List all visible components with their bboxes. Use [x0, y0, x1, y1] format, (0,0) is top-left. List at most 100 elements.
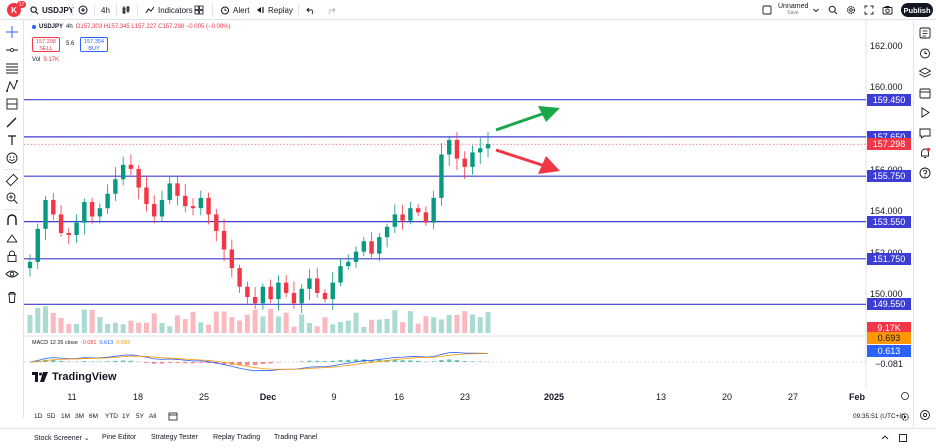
auto-scale-icon[interactable] [900, 391, 910, 401]
lock-icon[interactable] [5, 249, 19, 263]
range-button[interactable]: YTD [105, 413, 118, 420]
maximize-panel-icon[interactable] [898, 433, 908, 443]
undo-button[interactable] [306, 3, 316, 17]
widget-bar [913, 20, 936, 428]
redo-button[interactable] [326, 3, 336, 17]
macd-label: MACD 12 26 close [32, 340, 78, 346]
macd-histogram-bar [144, 362, 149, 363]
range-button[interactable]: 3M [75, 413, 85, 420]
trend-line-icon[interactable] [5, 43, 19, 57]
layers-icon[interactable] [918, 66, 932, 80]
chart-type-button[interactable] [121, 3, 131, 17]
down-arrow-head [538, 156, 560, 174]
macd-histogram-bar [462, 361, 467, 362]
candle-body [58, 214, 64, 233]
ideas-icon[interactable] [918, 106, 932, 120]
candle-body [89, 202, 95, 217]
volume-bar [237, 320, 243, 333]
publish-button[interactable]: Publish [901, 3, 933, 17]
volume-bar [415, 323, 421, 333]
volume-bar [454, 314, 460, 333]
fullscreen-button[interactable] [864, 3, 874, 17]
quick-search-button[interactable] [828, 3, 838, 17]
bottom-tab[interactable]: Stock Screener ⌄ [34, 435, 90, 442]
settings-button[interactable] [846, 3, 856, 17]
magnet-icon[interactable] [5, 213, 19, 227]
eye-icon[interactable] [5, 267, 19, 281]
range-button[interactable]: All [149, 413, 157, 420]
alert-button[interactable]: Alert [220, 3, 249, 17]
macd-histogram-bar [470, 361, 475, 362]
replay-button[interactable]: Replay [255, 3, 293, 17]
candle-body [167, 183, 172, 200]
range-button[interactable]: 1M [61, 413, 71, 420]
layout-menu-button[interactable] [762, 3, 772, 17]
symbol-search-button[interactable]: USDJPY [30, 3, 74, 17]
price-tick: 154.000 [870, 206, 903, 217]
watchlist-icon[interactable] [918, 26, 932, 40]
alerts-clock-icon[interactable] [918, 46, 932, 60]
candle-body [128, 164, 134, 169]
layout-dropdown[interactable] [812, 3, 820, 17]
volume-bar [128, 320, 134, 333]
pattern-icon[interactable] [5, 79, 19, 93]
goto-date-icon[interactable] [168, 411, 178, 421]
interval-button[interactable]: 4h [101, 3, 110, 17]
panel-settings-icon[interactable] [918, 408, 932, 422]
minimize-panel-icon[interactable] [880, 433, 890, 443]
text-icon[interactable] [5, 133, 19, 147]
volume-badge: 9.17K [867, 322, 911, 334]
volume-bar [314, 326, 320, 333]
trash-icon[interactable] [5, 290, 19, 304]
snapshot-button[interactable] [882, 3, 893, 17]
prediction-icon[interactable] [5, 97, 19, 111]
help-icon[interactable] [918, 166, 932, 180]
compare-button[interactable] [78, 3, 88, 17]
fib-icon[interactable] [5, 61, 19, 75]
indicators-button[interactable]: Indicators [145, 3, 193, 17]
volume-bar [43, 306, 49, 333]
crosshair-icon[interactable] [5, 25, 19, 39]
range-button[interactable]: 5Y [136, 413, 144, 420]
range-button[interactable]: 1Y [122, 413, 130, 420]
range-button[interactable]: 5D [47, 413, 56, 420]
chat-icon[interactable] [918, 126, 932, 140]
range-button[interactable]: 6M [89, 413, 99, 420]
time-tick: 11 [67, 392, 77, 402]
chart-properties-icon[interactable] [900, 412, 910, 422]
volume-bar [376, 319, 382, 333]
ohlc-legend: USDJPY 4h O157.303 H157.345 L157.227 C15… [32, 24, 231, 30]
stay-drawing-icon[interactable] [5, 231, 19, 245]
level-price-label: 159.450 [867, 93, 911, 106]
bottom-tab[interactable]: Strategy Tester [151, 434, 198, 441]
zoom-in-icon[interactable] [5, 191, 19, 205]
clock[interactable]: 09:35:51 (UTC+8) [853, 413, 906, 420]
calendar-icon[interactable] [918, 86, 932, 100]
plus-circle-icon [78, 5, 88, 15]
range-button[interactable]: 1D [34, 413, 43, 420]
layouts-button[interactable] [194, 3, 204, 17]
macd-histogram-bar [113, 360, 118, 362]
bottom-tab[interactable]: Pine Editor [102, 434, 137, 441]
volume-bar [97, 317, 103, 333]
volume-bar [431, 317, 437, 333]
bottom-tab[interactable]: Trading Panel [274, 434, 318, 441]
candle-body [439, 154, 444, 198]
ruler-icon[interactable] [5, 173, 19, 187]
macd-histogram-bar [322, 361, 328, 362]
time-tick: 16 [393, 392, 405, 402]
layout-name[interactable]: Unnamed Save [778, 3, 808, 16]
macd-histogram-bar [299, 361, 304, 362]
notifications-icon[interactable] [918, 146, 932, 160]
macd-histogram-bar [152, 362, 157, 364]
volume-bar [182, 319, 188, 333]
volume-bar [50, 312, 56, 333]
bottom-tab[interactable]: Replay Trading [213, 434, 261, 441]
chevron-down-icon: ⌄ [81, 435, 90, 442]
brush-icon[interactable] [5, 115, 19, 129]
buy-button[interactable]: 157.354 BUY [80, 37, 108, 52]
candle-body [206, 197, 211, 215]
sell-button[interactable]: 157.298 SELL [32, 37, 60, 52]
emoji-icon[interactable] [5, 151, 19, 165]
